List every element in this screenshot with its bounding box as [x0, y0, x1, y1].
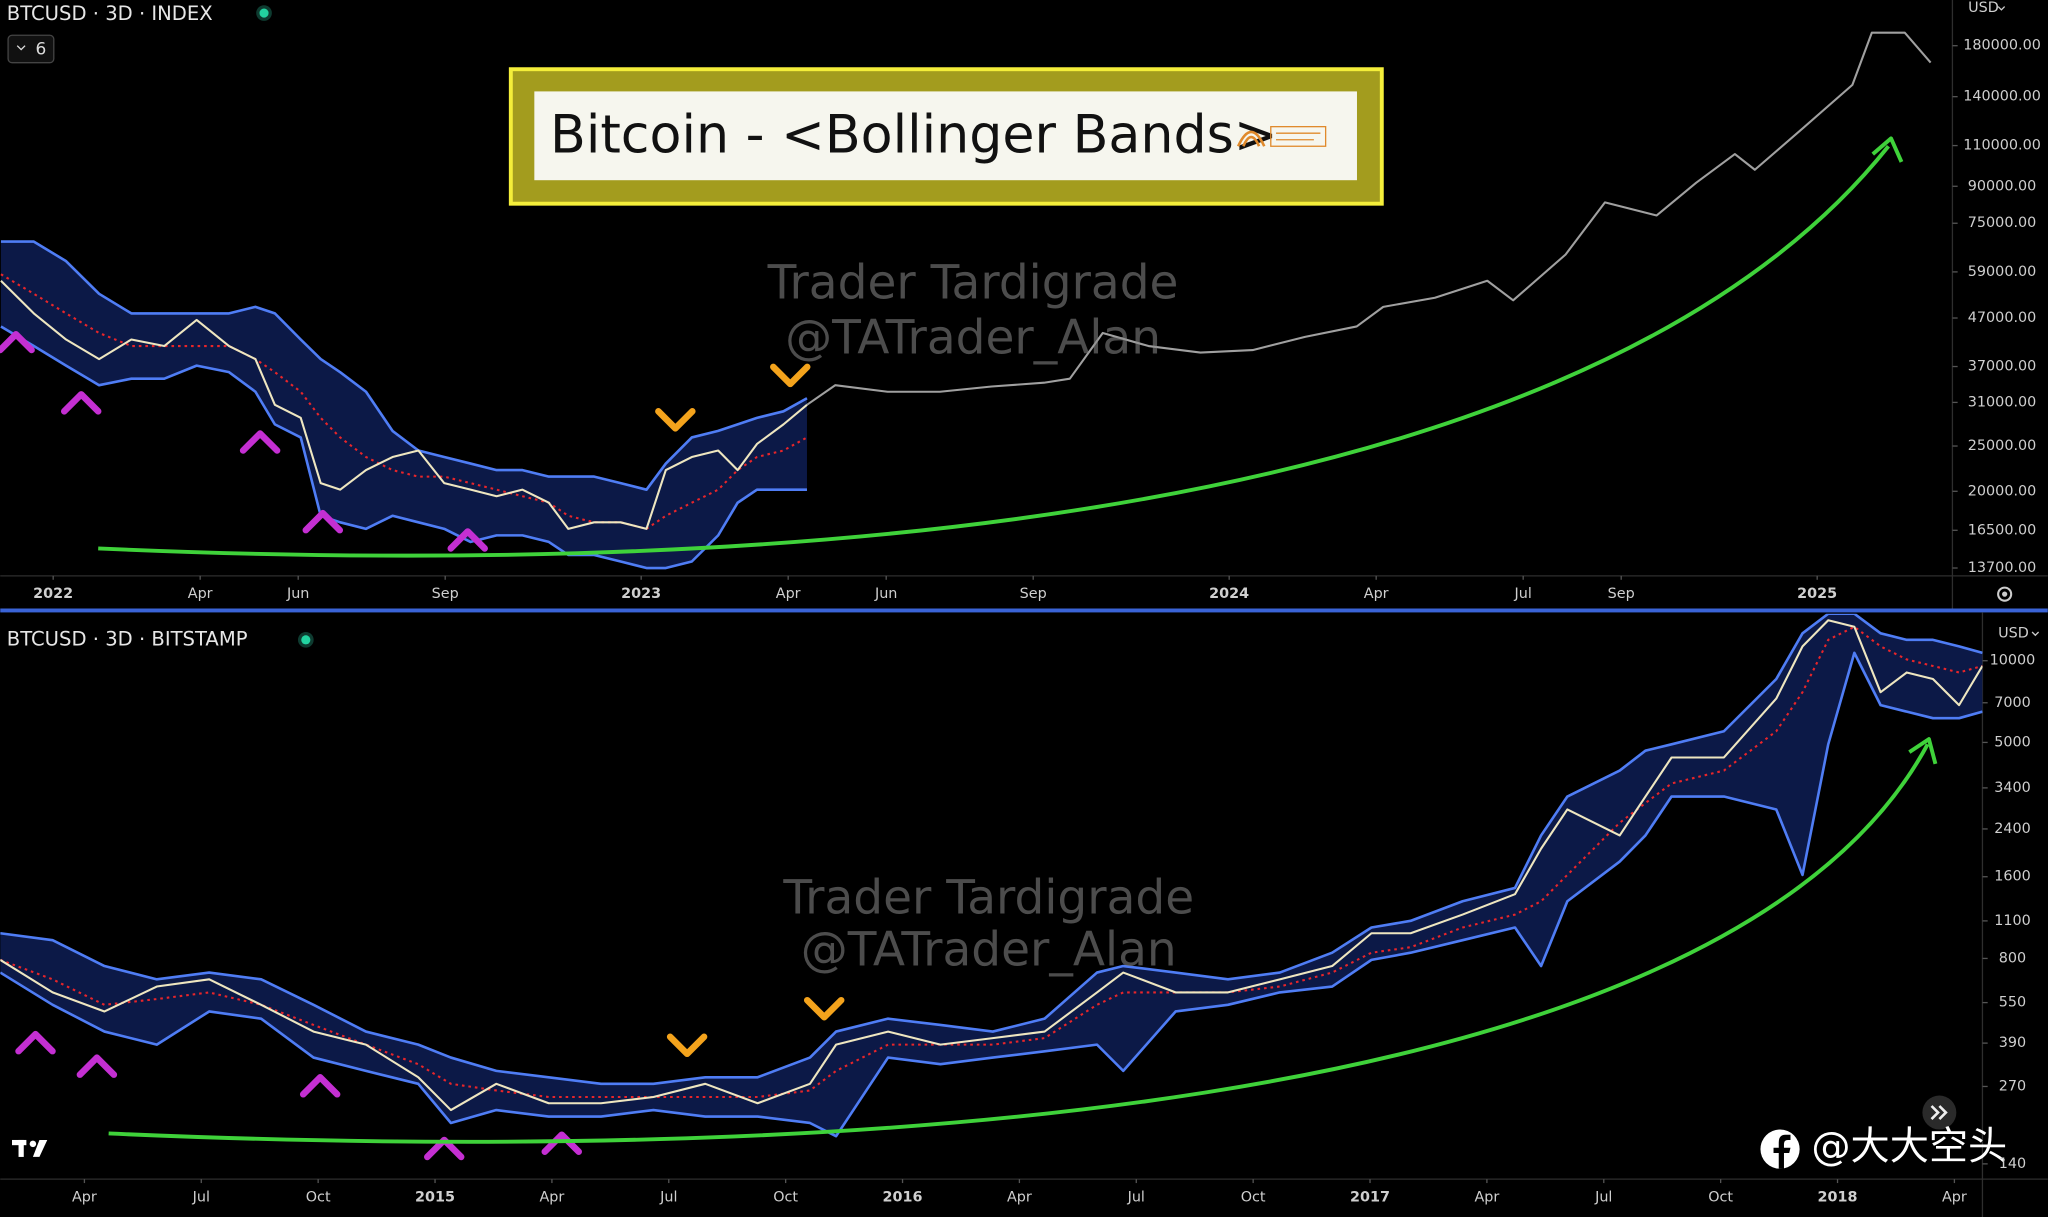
x-tick-label: 2023: [621, 586, 661, 602]
y-tick-label: 37000.00: [1968, 359, 2037, 375]
symbol-title: BTCUSD · 3D · BITSTAMP: [7, 627, 248, 650]
orange-markers: [655, 363, 811, 432]
orange-markers: [666, 996, 845, 1058]
status-dot: [259, 8, 269, 18]
trend-arrow: [98, 145, 1890, 558]
status-dot: [301, 635, 311, 645]
x-tick-label: Oct: [773, 1189, 798, 1205]
x-tick-label: Jul: [1514, 586, 1532, 602]
y-tick-label: 1100: [1994, 913, 2031, 929]
y-tick-label: 59000.00: [1968, 264, 2037, 280]
y-tick-label: 90000.00: [1968, 178, 2037, 194]
banner-title: Bitcoin - <Bollinger Bands>: [550, 105, 1278, 165]
x-tick-label: 2016: [883, 1189, 923, 1205]
top-chart: [0, 31, 1932, 570]
x-tick-label: Apr: [1942, 1189, 1967, 1205]
chevron-icon: [2031, 631, 2040, 637]
x-tick-label: 2018: [1818, 1189, 1858, 1205]
tradingview-logo: [12, 1139, 48, 1157]
y-tick-label: 3400: [1994, 780, 2031, 796]
facebook-logo: [1773, 1134, 1791, 1169]
indicator-count: 6: [36, 40, 47, 60]
price-line: [806, 31, 1932, 406]
scroll-icon: [1930, 1105, 1948, 1120]
price-line: [0, 280, 808, 530]
y-tick-label: 1600: [1994, 869, 2031, 885]
y-tick-label: 13700.00: [1968, 560, 2037, 576]
x-tick-label: Sep: [1608, 586, 1635, 602]
x-tick-label: Apr: [1474, 1189, 1499, 1205]
x-tick-label: Apr: [72, 1189, 97, 1205]
currency-label: USD: [1968, 0, 1999, 16]
band-line: [0, 613, 1983, 1086]
x-tick-label: Apr: [539, 1189, 564, 1205]
x-tick-label: Sep: [432, 586, 459, 602]
y-tick-label: 390: [1999, 1035, 2026, 1051]
y-tick-label: 140: [1999, 1156, 2026, 1172]
x-tick-label: 2024: [1209, 586, 1249, 602]
x-tick-label: Apr: [1007, 1189, 1032, 1205]
y-tick-label: 270: [1999, 1078, 2026, 1094]
symbol-title: BTCUSD · 3D · INDEX: [7, 2, 213, 25]
chevron-icon: [16, 45, 26, 51]
band-line: [0, 240, 808, 491]
pane-separator: [0, 608, 2048, 613]
x-tick-label: Jul: [659, 1189, 677, 1205]
band-line: [0, 325, 807, 570]
price-line: [0, 619, 1983, 1112]
price-line: [0, 273, 808, 530]
banner-logo: [1236, 126, 1327, 147]
x-tick-label: Jul: [1594, 1189, 1612, 1205]
watermark: @TATrader_Alan: [801, 923, 1177, 978]
x-tick-label: Jun: [874, 586, 897, 602]
overlay-watermark: @大大空头: [1811, 1125, 2007, 1170]
y-tick-label: 10000: [1990, 653, 2036, 669]
arrow-head: [1871, 136, 1904, 163]
bottom-chart: [0, 613, 1983, 1138]
y-tick-label: 180000.00: [1963, 38, 2041, 54]
x-tick-label: Apr: [776, 586, 801, 602]
indicator-toggle[interactable]: [7, 34, 55, 64]
arrow-head: [1908, 737, 1938, 765]
x-tick-label: Jul: [1127, 1189, 1145, 1205]
x-tick-label: Sep: [1020, 586, 1047, 602]
y-tick-label: 800: [1999, 950, 2026, 966]
x-tick-label: 2015: [415, 1189, 455, 1205]
watermark: Trader Tardigrade: [767, 255, 1179, 310]
y-tick-label: 550: [1999, 995, 2026, 1011]
y-tick-label: 16500.00: [1968, 522, 2037, 538]
y-tick-label: 2400: [1994, 821, 2031, 837]
band-line: [0, 651, 1983, 1138]
y-tick-label: 20000.00: [1968, 483, 2037, 499]
banner-box: [534, 91, 1357, 181]
x-tick-label: Apr: [1364, 586, 1389, 602]
x-tick-label: 2025: [1797, 586, 1837, 602]
x-tick-label: Jun: [286, 586, 309, 602]
x-tick-label: Jul: [192, 1189, 210, 1205]
y-tick-label: 25000.00: [1968, 438, 2037, 454]
watermark: @TATrader_Alan: [785, 310, 1161, 365]
settings-icon[interactable]: [1997, 586, 2013, 602]
watermark: Trader Tardigrade: [782, 870, 1194, 925]
y-tick-label: 110000.00: [1963, 138, 2041, 154]
x-tick-label: 2017: [1350, 1189, 1390, 1205]
x-tick-label: 2022: [33, 586, 73, 602]
trend-arrow: [108, 743, 1930, 1144]
currency-label: USD: [1998, 625, 2029, 641]
y-tick-label: 75000.00: [1968, 215, 2037, 231]
y-tick-label: 7000: [1994, 695, 2031, 711]
y-tick-label: 140000.00: [1963, 89, 2041, 105]
x-tick-label: Oct: [1241, 1189, 1266, 1205]
x-tick-label: Oct: [1708, 1189, 1733, 1205]
y-tick-label: 31000.00: [1968, 394, 2037, 410]
x-tick-label: Oct: [306, 1189, 331, 1205]
x-tick-label: Apr: [188, 586, 213, 602]
y-tick-label: 5000: [1994, 734, 2031, 750]
band-area: [0, 241, 807, 569]
y-tick-label: 47000.00: [1968, 310, 2037, 326]
chevron-icon: [1997, 6, 2006, 11]
magenta-markers: [0, 331, 488, 552]
